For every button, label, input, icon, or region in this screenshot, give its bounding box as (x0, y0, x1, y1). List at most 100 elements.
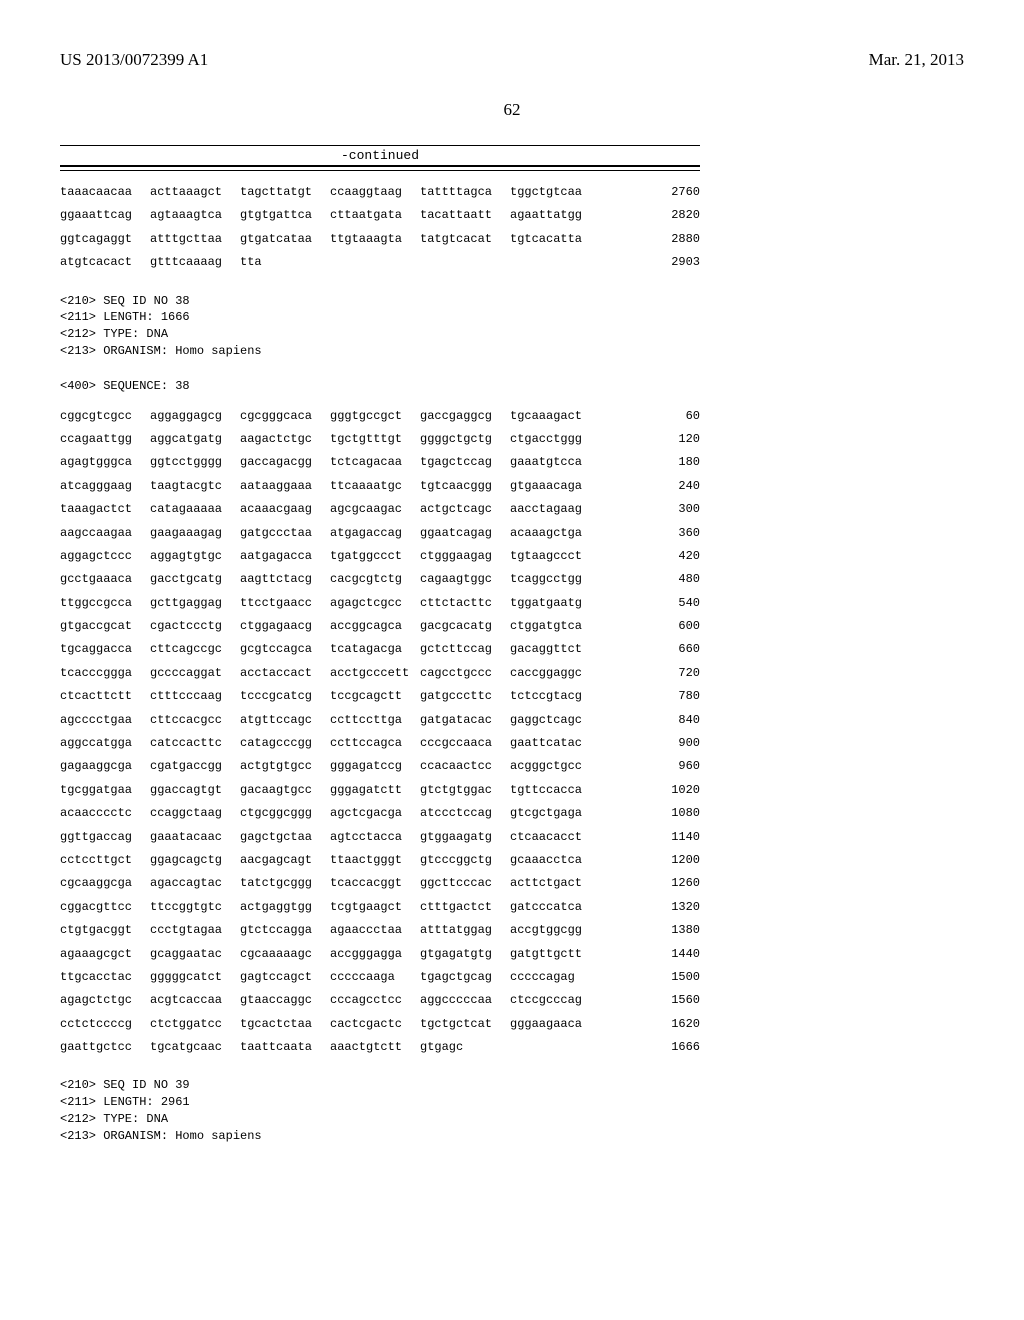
sequence-group: actgaggtgg (240, 896, 330, 919)
sequence-group: tatctgcggg (240, 872, 330, 895)
sequence-group: ccctgtagaa (150, 919, 240, 942)
sequence-position: 660 (650, 638, 700, 661)
sequence-group: taattcaata (240, 1036, 330, 1059)
sequence-group: acgtcaccaa (150, 989, 240, 1012)
sequence-row: aagccaagaagaagaaagaggatgccctaaatgagaccag… (60, 522, 700, 545)
sequence-position: 360 (650, 522, 700, 545)
sequence-group: cggacgttcc (60, 896, 150, 919)
sequence-group: agagctctgc (60, 989, 150, 1012)
sequence-position: 1140 (650, 826, 700, 849)
sequence-position: 1620 (650, 1013, 700, 1036)
sequence-group: agaccagtac (150, 872, 240, 895)
sequence-group: gggggcatct (150, 966, 240, 989)
sequence-group: acttctgact (510, 872, 600, 895)
sequence-group: gatgttgctt (510, 943, 600, 966)
sequence-group: tctccgtacg (510, 685, 600, 708)
sequence-row: ggtcagaggtatttgcttaagtgatcataattgtaaagta… (60, 228, 700, 251)
sequence-group: gacaggttct (510, 638, 600, 661)
sequence-group: aggccatgga (60, 732, 150, 755)
sequence-group: tgttccacca (510, 779, 600, 802)
sequence-group: aggaggagcg (150, 405, 240, 428)
sequence-position: 2820 (650, 204, 700, 227)
sequence-group: tctcagacaa (330, 451, 420, 474)
sequence-group: aggcccccaa (420, 989, 510, 1012)
sequence-group: aacgagcagt (240, 849, 330, 872)
sequence-group: ggaatcagag (420, 522, 510, 545)
sequence-group: atccctccag (420, 802, 510, 825)
sequence-group: atgtcacact (60, 251, 150, 274)
sequence-group: cttctacttc (420, 592, 510, 615)
sequence-row: agaaagcgctgcaggaataccgcaaaaagcaccgggagga… (60, 943, 700, 966)
sequence-group: gcttgaggag (150, 592, 240, 615)
sequence-group: tcgtgaagct (330, 896, 420, 919)
sequence-group: ctctggatcc (150, 1013, 240, 1036)
patent-page: US 2013/0072399 A1 Mar. 21, 2013 62 -con… (0, 0, 1024, 1190)
sequence-group: cttccacgcc (150, 709, 240, 732)
sequence-group: ccaggctaag (150, 802, 240, 825)
sequence-row: cgcaaggcgaagaccagtactatctgcgggtcaccacggt… (60, 872, 700, 895)
sequence-position: 300 (650, 498, 700, 521)
sequence-group: ctgacctggg (510, 428, 600, 451)
sequence-group: gagaaggcga (60, 755, 150, 778)
sequence-group: ccacaactcc (420, 755, 510, 778)
sequence-group: tgcatgcaac (150, 1036, 240, 1059)
sequence-row: cggacgttccttccggtgtcactgaggtggtcgtgaagct… (60, 896, 700, 919)
sequence-group: gcgtccagca (240, 638, 330, 661)
sequence-group: accggcagca (330, 615, 420, 638)
sequence-group: atgagaccag (330, 522, 420, 545)
sequence-group: actgtgtgcc (240, 755, 330, 778)
sequence-group: gtgtgattca (240, 204, 330, 227)
sequence-group: tgcggatgaa (60, 779, 150, 802)
sequence-group: cacgcgtctg (330, 568, 420, 591)
sequence-group: ttcaaaatgc (330, 475, 420, 498)
sequence-group: acctaccact (240, 662, 330, 685)
sequence-group: ctggatgtca (510, 615, 600, 638)
sequence-group: agtcctacca (330, 826, 420, 849)
sequence-group (330, 251, 420, 274)
sequence-group: gacaagtgcc (240, 779, 330, 802)
sequence-group: tgtaagccct (510, 545, 600, 568)
sequence-group: cagaagtggc (420, 568, 510, 591)
sequence-group: tgcaggacca (60, 638, 150, 661)
sequence-group: catagcccgg (240, 732, 330, 755)
sequence-group: ggggctgctg (420, 428, 510, 451)
sequence-row: agcccctgaacttccacgccatgttccagcccttccttga… (60, 709, 700, 732)
sequence-group: gaattcatac (510, 732, 600, 755)
sequence-row: agagtgggcaggtcctgggggaccagacggtctcagacaa… (60, 451, 700, 474)
sequence-group: tgtcacatta (510, 228, 600, 251)
sequence-group: tgcaaagact (510, 405, 600, 428)
page-number: 62 (60, 100, 964, 120)
sequence-position: 960 (650, 755, 700, 778)
sequence-group: ctgtgacggt (60, 919, 150, 942)
sequence-group: aatgagacca (240, 545, 330, 568)
sequence-group: tccgcagctt (330, 685, 420, 708)
sequence-group: cccccaaga (330, 966, 420, 989)
sequence-group: aggagtgtgc (150, 545, 240, 568)
sequence-group: ggtcagaggt (60, 228, 150, 251)
sequence-position: 1380 (650, 919, 700, 942)
sequence-group: accgggagga (330, 943, 420, 966)
sequence-group: gaaatgtcca (510, 451, 600, 474)
sequence-row: gcctgaaacagacctgcatgaagttctacgcacgcgtctg… (60, 568, 700, 591)
sequence-group: tagcttatgt (240, 181, 330, 204)
sequence-row: cctctccccgctctggatcctgcactctaacactcgactc… (60, 1013, 700, 1036)
sequence-group: gggtgccgct (330, 405, 420, 428)
sequence-group: gaagaaagag (150, 522, 240, 545)
sequence-group: atgttccagc (240, 709, 330, 732)
sequence-group: cctctccccg (60, 1013, 150, 1036)
sequence-group: acgggctgcc (510, 755, 600, 778)
publication-number: US 2013/0072399 A1 (60, 50, 208, 70)
sequence-group: catccacttc (150, 732, 240, 755)
sequence-row: cggcgtcgccaggaggagcgcgcgggcacagggtgccgct… (60, 405, 700, 428)
sequence-row: agagctctgcacgtcaccaagtaaccaggccccagcctcc… (60, 989, 700, 1012)
sequence-group: aggagctccc (60, 545, 150, 568)
sequence-position: 1560 (650, 989, 700, 1012)
sequence-row: cctccttgctggagcagctgaacgagcagtttaactgggt… (60, 849, 700, 872)
sequence-group: agagtgggca (60, 451, 150, 474)
sequence-position: 1440 (650, 943, 700, 966)
sequence-group: ggtcctgggg (150, 451, 240, 474)
seq37-tail: taaacaacaaacttaaagcttagcttatgtccaaggtaag… (60, 181, 700, 275)
sequence-group: tacattaatt (420, 204, 510, 227)
sequence-position: 2903 (650, 251, 700, 274)
sequence-group: aagccaagaa (60, 522, 150, 545)
